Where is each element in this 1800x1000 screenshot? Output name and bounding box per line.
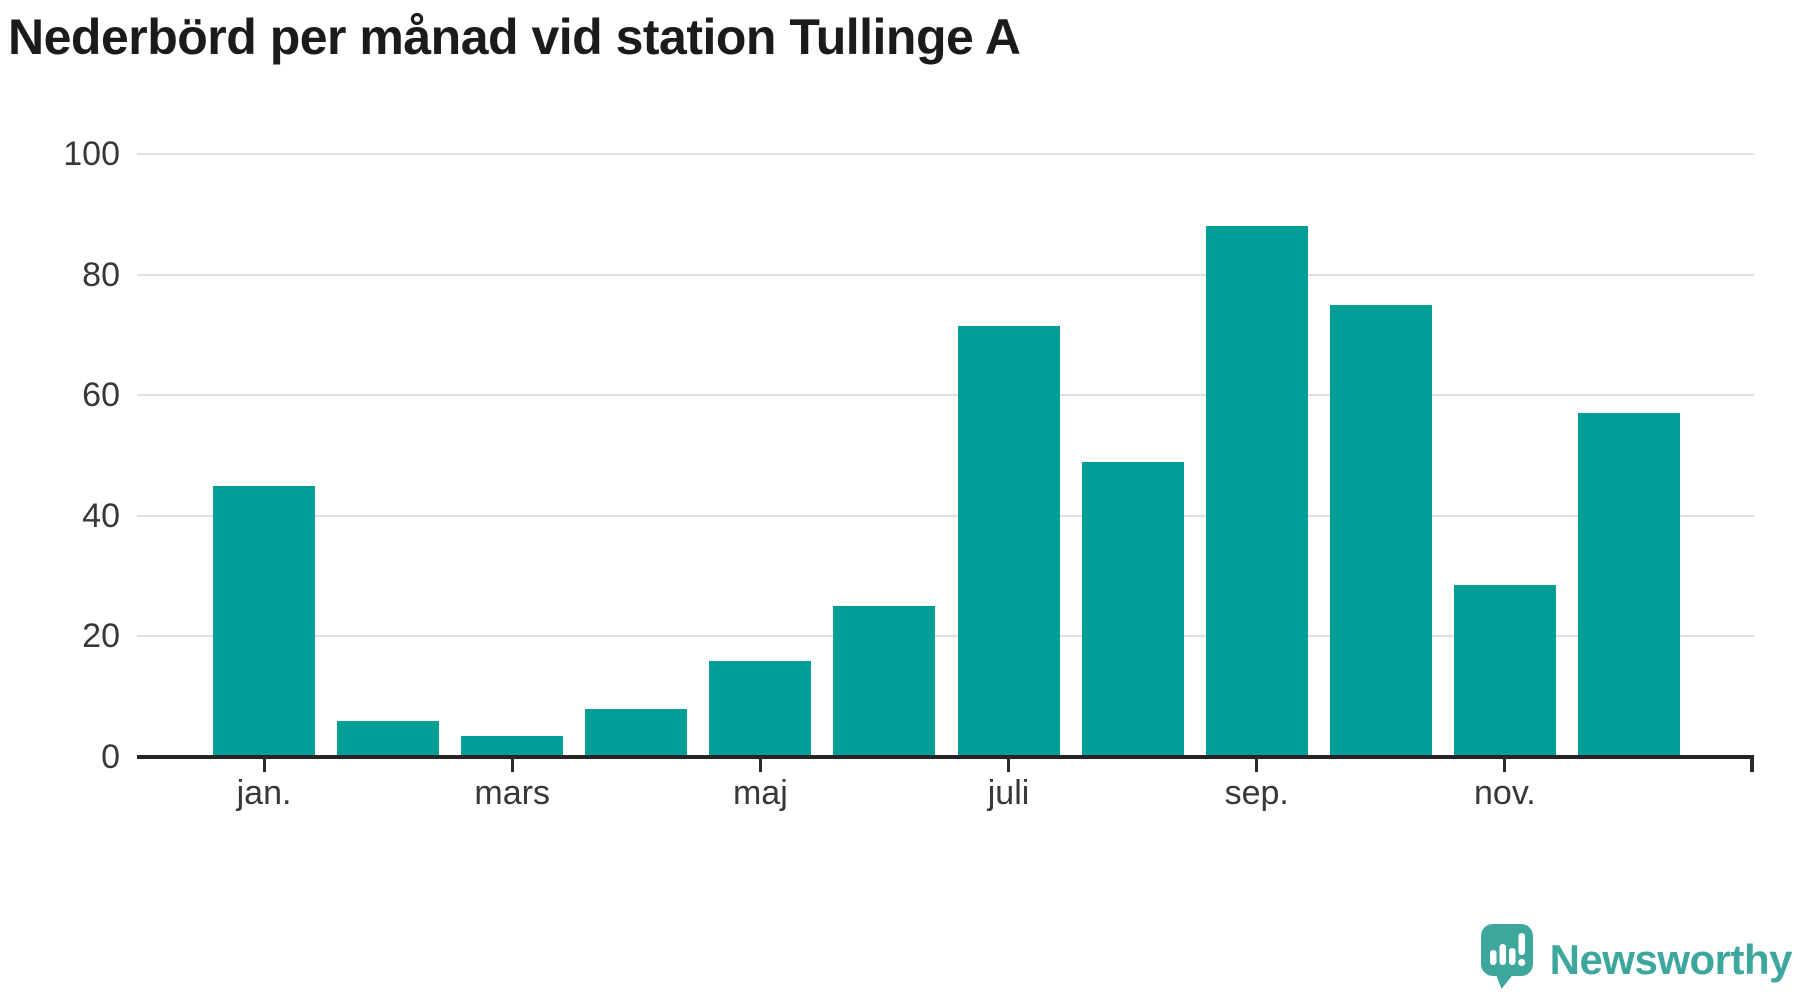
x-tick-sep (1255, 757, 1259, 772)
y-axis-label-20: 20 (82, 617, 120, 656)
bar-month-5 (709, 660, 812, 759)
x-axis-label-juli: juli (987, 774, 1030, 812)
x-axis-label-nov: nov. (1474, 774, 1536, 812)
y-axis-label-60: 60 (82, 376, 120, 415)
x-axis-label-maj: maj (732, 774, 788, 812)
y-axis-label-80: 80 (82, 255, 120, 294)
y-axis-label-40: 40 (82, 496, 120, 535)
y-gridline-20 (137, 635, 1754, 638)
bar-month-10 (1329, 304, 1432, 759)
x-axis-line (137, 755, 1754, 759)
y-gridline-60 (137, 394, 1754, 397)
y-gridline-80 (137, 273, 1754, 276)
bar-month-9 (1205, 226, 1308, 759)
brand-name: Newsworthy (1549, 935, 1793, 983)
y-axis-label-100: 100 (63, 135, 120, 173)
bar-month-1 (213, 485, 316, 759)
bar-month-4 (585, 708, 688, 759)
y-axis-label-0: 0 (101, 738, 120, 776)
x-axis-end-tick (1750, 757, 1754, 772)
newsworthy-logo-icon (1480, 923, 1536, 996)
x-tick-jan (262, 757, 266, 772)
x-tick-maj (758, 757, 762, 772)
x-axis-label-jan: jan. (236, 774, 292, 812)
x-axis-label-sep: sep. (1224, 774, 1289, 812)
x-axis-label-mars: mars (474, 774, 550, 812)
x-tick-mars (510, 757, 514, 772)
bar-month-2 (337, 720, 440, 759)
y-gridline-40 (137, 514, 1754, 517)
bar-month-3 (461, 735, 564, 759)
x-tick-nov (1503, 757, 1507, 772)
bar-month-8 (1081, 461, 1184, 759)
bar-month-6 (833, 606, 936, 759)
bar-month-12 (1577, 413, 1680, 759)
bar-month-7 (957, 325, 1060, 759)
y-gridline-100 (137, 153, 1754, 155)
x-tick-juli (1007, 757, 1011, 772)
chart-title: Nederbörd per månad vid station Tullinge… (8, 9, 1021, 65)
bar-month-11 (1453, 585, 1556, 759)
newsworthy-brand: Newsworthy (1480, 923, 1793, 996)
